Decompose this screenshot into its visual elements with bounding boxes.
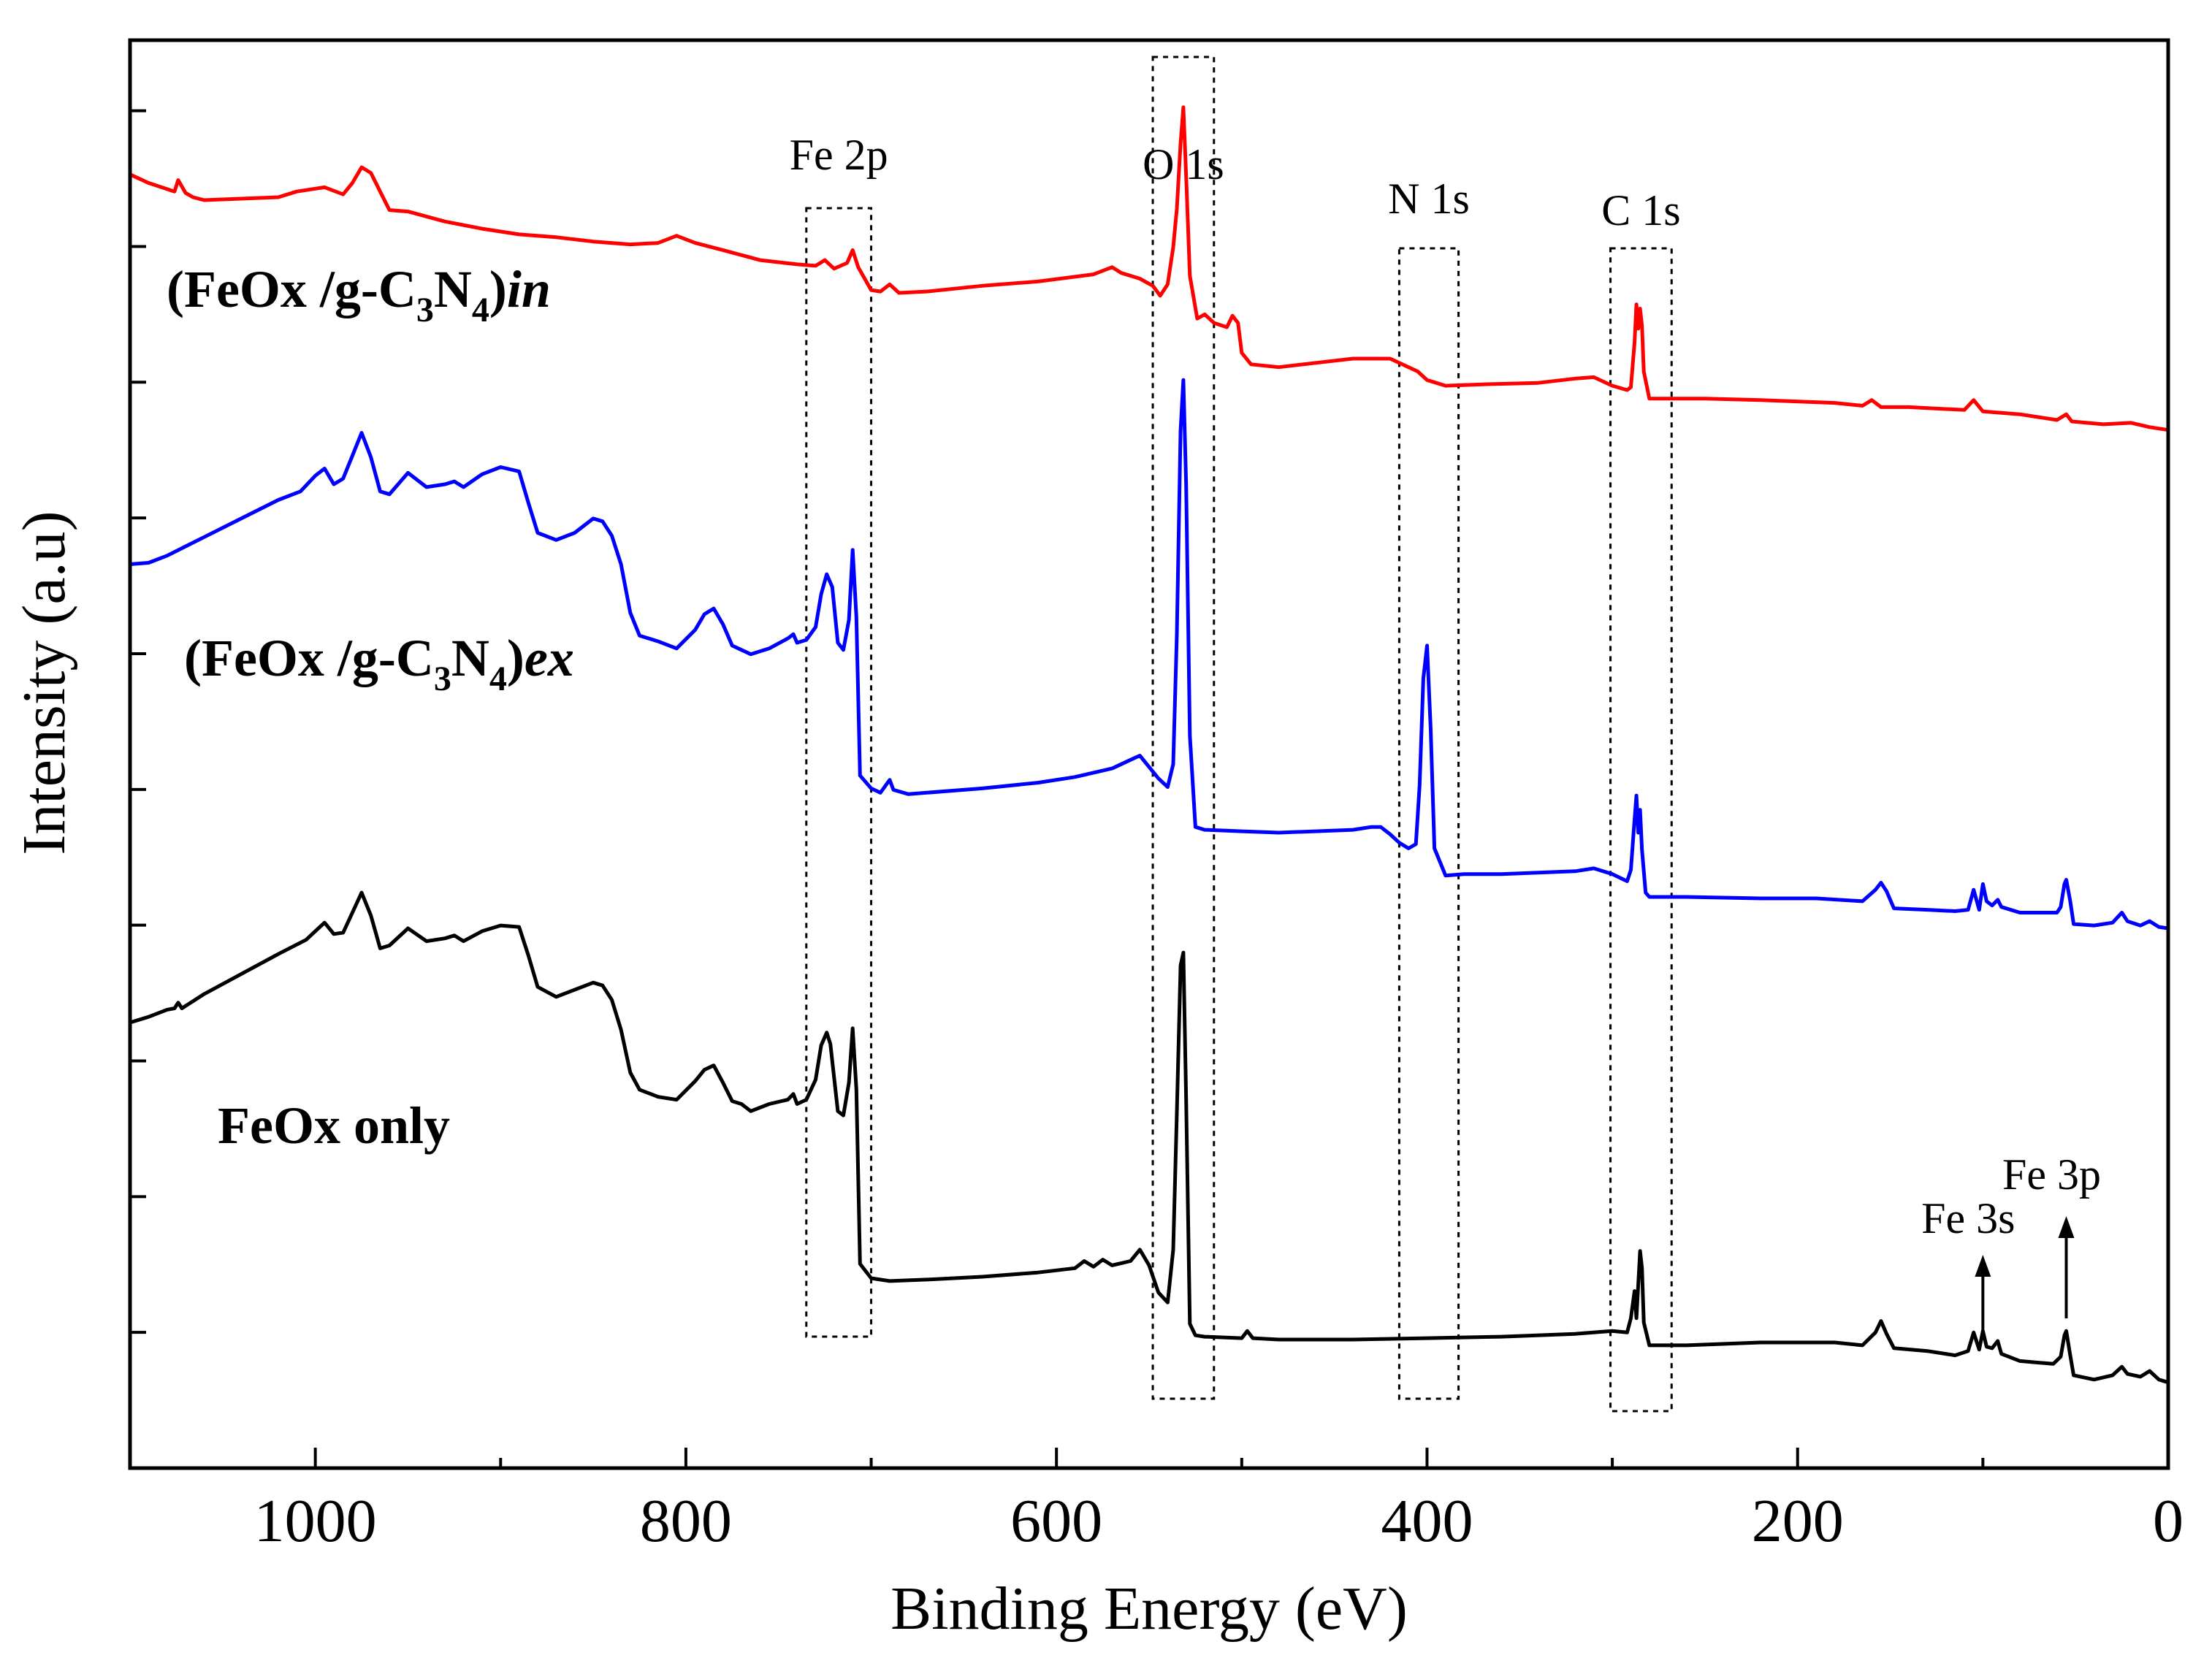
region-label-n1s: N 1s — [1388, 175, 1470, 223]
region-label-c1s: C 1s — [1601, 186, 1680, 234]
x-tick-label: 200 — [1752, 1487, 1844, 1555]
plot-frame — [128, 38, 2170, 1470]
series-line-0 — [129, 105, 2169, 432]
series-line-2 — [129, 890, 2169, 1385]
series-label-feox-gc3n4-ex: (FeOx /g-C3N4)ex — [184, 629, 574, 698]
series-label-feox-gc3n4-in: (FeOx /g-C3N4)in — [167, 260, 551, 329]
annotation-label-fe3p: Fe 3p — [2002, 1150, 2101, 1199]
region-box-fe2p — [805, 207, 873, 1338]
x-axis-title: Binding Energy (eV) — [890, 1575, 1408, 1643]
x-tick-label: 600 — [1010, 1487, 1102, 1555]
annotation-label-fe3s: Fe 3s — [1921, 1194, 2015, 1242]
annotation-arrowhead-fe3p — [2058, 1216, 2075, 1238]
region-boxes: Fe 2p O 1sN 1s C 1s — [790, 56, 1681, 1413]
x-tick-label: 400 — [1381, 1487, 1473, 1555]
region-box-n1s — [1397, 247, 1460, 1400]
x-ticks: 1000 800 600 400 200 0 — [129, 1448, 2184, 1555]
y-ticks — [130, 109, 146, 1334]
x-tick-label: 0 — [2153, 1487, 2184, 1555]
region-box-o1s — [1151, 56, 1216, 1400]
x-tick-label: 1000 — [254, 1487, 377, 1555]
region-label-fe2p: Fe 2p — [790, 131, 888, 179]
series-line-1 — [129, 378, 2169, 931]
annotation-arrowhead-fe3s — [1975, 1255, 1991, 1277]
x-tick-label: 800 — [640, 1487, 732, 1555]
series-lines — [129, 105, 2169, 1385]
y-axis-title: Intensity (a.u) — [10, 511, 78, 855]
series-label-feox-only: FeOx only — [218, 1096, 450, 1155]
